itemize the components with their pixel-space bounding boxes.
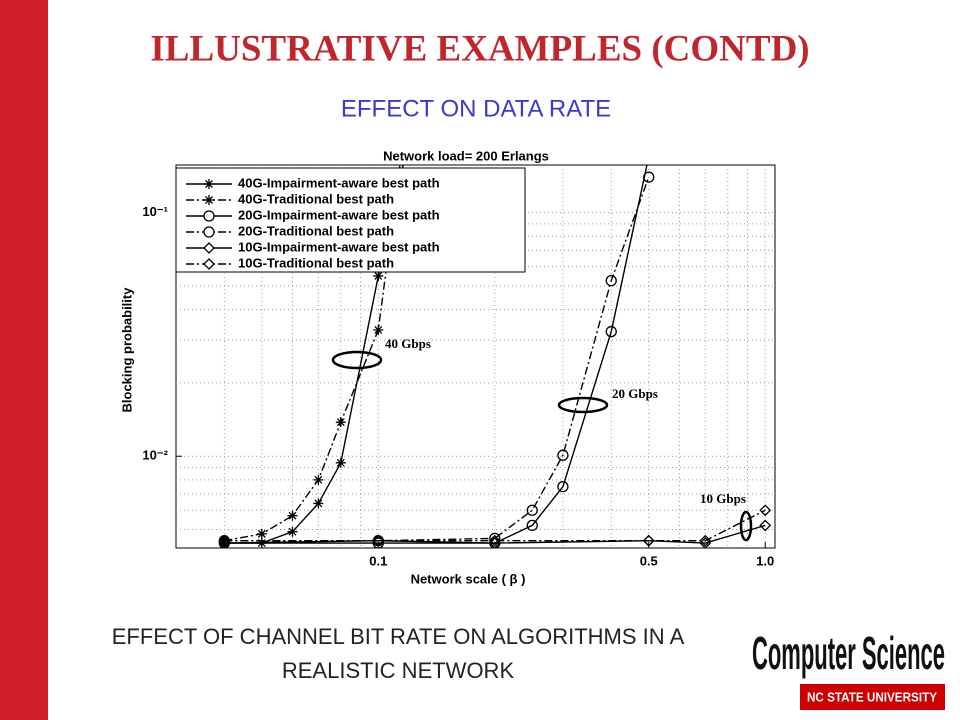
- series-line: [224, 509, 766, 542]
- data-point: [605, 275, 617, 287]
- data-point: [335, 457, 346, 468]
- legend-label: 40G-Traditional best path: [238, 191, 394, 206]
- chart-title: Network load= 200 Erlangs: [383, 148, 549, 163]
- data-point: [557, 481, 569, 493]
- legend-marker: [203, 226, 215, 238]
- data-point: [256, 528, 267, 539]
- slide-subtitle: EFFECT ON DATA RATE: [341, 95, 611, 122]
- legend-label: 20G-Traditional best path: [238, 223, 394, 238]
- annotation-oval: [331, 350, 383, 370]
- legend-label: 10G-Impairment-aware best path: [238, 239, 440, 254]
- data-point: [372, 534, 385, 547]
- data-point: [759, 519, 772, 532]
- data-point: [526, 504, 538, 516]
- y-tick-label: 10⁻²: [142, 448, 168, 463]
- legend-marker: [203, 258, 215, 270]
- series-line: [224, 176, 650, 542]
- data-point: [642, 534, 655, 547]
- legend-marker: [204, 179, 214, 189]
- data-point: [313, 498, 324, 509]
- data-point: [557, 449, 569, 461]
- data-point: [335, 417, 346, 428]
- legend-label: 10G-Traditional best path: [238, 255, 394, 270]
- annotation: 10 Gbps: [700, 491, 746, 506]
- data-point: [404, 134, 414, 144]
- annotation-oval: [739, 510, 753, 542]
- data-point: [218, 537, 231, 548]
- legend-marker: [204, 195, 214, 205]
- logo-university: NC STATE UNIVERSITY: [807, 689, 937, 704]
- data-point: [287, 526, 298, 537]
- legend-marker: [203, 242, 215, 254]
- slide-title: ILLUSTRATIVE EXAMPLES (CONTD): [150, 28, 809, 69]
- data-point: [605, 326, 617, 338]
- overlay: 40 Gbps 20 Gbps 10 Gbps: [331, 336, 753, 542]
- y-tick-label: 10⁻¹: [142, 204, 168, 219]
- y-axis-label: Blocking probability: [119, 287, 134, 413]
- legend-label: 20G-Impairment-aware best path: [238, 207, 440, 222]
- annotation: 20 Gbps: [612, 386, 658, 401]
- data-point: [488, 537, 501, 548]
- data-point: [699, 537, 712, 548]
- legend-marker: [203, 210, 215, 222]
- legend-label: 40G-Impairment-aware best path: [238, 175, 440, 190]
- data-point: [643, 171, 655, 183]
- chart: Network load= 200 Erlangs Network scale …: [119, 134, 776, 586]
- side-bar: [0, 0, 48, 720]
- annotation-oval: [557, 396, 609, 414]
- data-point: [313, 474, 324, 485]
- data-point: [287, 510, 298, 521]
- x-tick-label: 0.1: [369, 553, 387, 568]
- grid: 0.1 0.5 1.0 10⁻² 10⁻¹: [142, 165, 775, 568]
- data-point: [488, 534, 501, 547]
- data-point: [526, 519, 538, 531]
- annotation: 40 Gbps: [385, 336, 431, 351]
- data-point: [219, 535, 230, 546]
- legend: 40G-Impairment-aware best path40G-Tradit…: [175, 167, 526, 273]
- series-line: [224, 165, 648, 544]
- data-point: [644, 152, 654, 162]
- data-point: [699, 534, 712, 547]
- legend-box: [175, 167, 526, 273]
- data-point: [373, 270, 384, 281]
- data-point: [373, 324, 384, 335]
- caption-line: REALISTIC NETWORK: [282, 658, 515, 683]
- x-axis-label: Network scale ( β ): [411, 571, 526, 586]
- x-tick-label: 0.5: [640, 553, 658, 568]
- plot: [218, 134, 772, 548]
- data-point: [759, 504, 772, 517]
- logo-name: Computer Science: [752, 627, 945, 679]
- data-point: [218, 534, 231, 547]
- caption-line: EFFECT OF CHANNEL BIT RATE ON ALGORITHMS…: [112, 624, 685, 649]
- logo-box: [800, 684, 945, 710]
- x-tick-label: 1.0: [756, 553, 774, 568]
